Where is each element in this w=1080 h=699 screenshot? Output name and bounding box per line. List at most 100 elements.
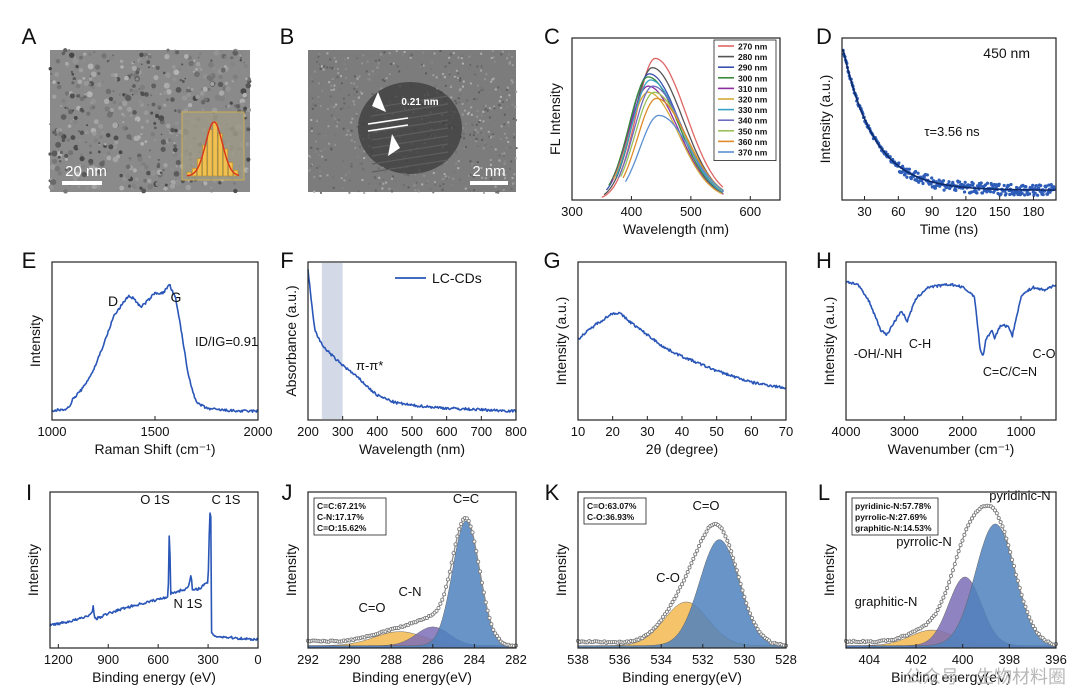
- raw-data-point: [434, 608, 439, 613]
- noise-speckle: [474, 128, 477, 131]
- noise-speckle: [453, 75, 456, 78]
- nanoparticle-dot: [172, 77, 177, 82]
- plot-frame: [49, 491, 259, 649]
- nanoparticle-dot: [79, 107, 84, 112]
- nanoparticle-dot: [113, 73, 118, 77]
- decay-data-point: [1047, 183, 1051, 187]
- component-label: pyridinic-N: [989, 488, 1050, 503]
- decay-data-point: [916, 171, 920, 175]
- noise-speckle: [476, 65, 479, 68]
- noise-speckle: [308, 89, 311, 92]
- noise-speckle: [344, 67, 347, 70]
- nanoparticle-dot: [82, 59, 86, 63]
- panel-a: A 20 nm: [22, 24, 252, 194]
- nanoparticle-dot: [186, 92, 192, 97]
- nanoparticle-dot: [108, 144, 114, 150]
- nanoparticle-dot: [177, 129, 183, 135]
- noise-speckle: [378, 182, 381, 185]
- nanoparticle-dot: [246, 127, 251, 132]
- nanoparticle-dot: [200, 68, 203, 71]
- noise-speckle: [330, 84, 333, 87]
- nanoparticle-dot: [99, 161, 105, 167]
- noise-speckle: [504, 174, 507, 177]
- raw-data-point: [1025, 610, 1030, 615]
- nanoparticle-dot: [157, 158, 160, 161]
- x-tick-label: 536: [609, 652, 631, 667]
- noise-speckle: [422, 64, 425, 67]
- noise-speckle: [353, 82, 356, 85]
- noise-speckle: [378, 176, 381, 179]
- noise-speckle: [403, 50, 406, 53]
- noise-speckle: [450, 85, 453, 88]
- noise-speckle: [389, 63, 392, 66]
- nanoparticle-dot: [89, 151, 92, 155]
- noise-speckle: [361, 179, 364, 182]
- fitted-component-area: [577, 539, 787, 648]
- nanoparticle-dot: [245, 163, 249, 166]
- nanoparticle-dot: [131, 183, 137, 190]
- nanoparticle-dot: [139, 186, 143, 190]
- nanoparticle-dot: [104, 143, 107, 146]
- lattice-spacing-label: 0.21 nm: [401, 97, 438, 108]
- ftir-peak-label: -OH/-NH: [854, 347, 903, 361]
- noise-speckle: [484, 143, 487, 146]
- x-tick-label: 200: [297, 424, 319, 439]
- noise-speckle: [468, 64, 471, 67]
- noise-speckle: [342, 106, 345, 109]
- nanoparticle-dot: [161, 148, 164, 151]
- nanoparticle-dot: [148, 57, 150, 59]
- noise-speckle: [502, 188, 505, 191]
- nanoparticle-dot: [218, 74, 223, 80]
- nanoparticle-dot: [64, 168, 68, 172]
- nanoparticle-dot: [120, 59, 124, 63]
- noise-speckle: [413, 182, 416, 185]
- noise-speckle: [329, 58, 332, 61]
- nanoparticle-dot: [95, 83, 99, 87]
- noise-speckle: [376, 66, 379, 69]
- nanoparticle-dot: [70, 120, 72, 123]
- noise-speckle: [315, 166, 318, 169]
- nanoparticle-dot: [233, 104, 237, 108]
- nanoparticle-dot: [233, 188, 238, 194]
- decay-data-point: [954, 188, 958, 192]
- x-axis-label: Wavenumber (cm⁻¹): [888, 441, 1015, 457]
- panel-b: B 0.21 nm 2 nm: [280, 24, 518, 194]
- nanoparticle-dot: [124, 75, 129, 81]
- raw-data-point: [727, 543, 732, 548]
- x-tick-label: 4000: [832, 424, 861, 439]
- xps-peak-label: N 1S: [174, 596, 203, 611]
- noise-speckle: [493, 107, 496, 110]
- raw-data-point: [678, 585, 683, 590]
- nanoparticle-dot: [160, 139, 167, 145]
- noise-speckle: [354, 94, 357, 97]
- panel-k: K C=O:63.07%C-O:36.93% C=O C-O 538 536 534 532 5…: [545, 480, 797, 685]
- nanoparticle-dot: [94, 64, 101, 70]
- nanoparticle-dot: [207, 87, 211, 91]
- noise-speckle: [448, 56, 451, 59]
- raw-data-point: [479, 580, 484, 585]
- nanoparticle-dot: [76, 94, 81, 98]
- noise-speckle: [363, 157, 366, 160]
- x-tick-label: 404: [858, 652, 880, 667]
- nanoparticle-dot: [114, 140, 119, 145]
- noise-speckle: [321, 155, 324, 158]
- noise-speckle: [355, 90, 358, 93]
- lattice-fringe: [371, 143, 449, 157]
- noise-speckle: [498, 90, 501, 93]
- noise-speckle: [490, 136, 493, 139]
- noise-speckle: [447, 86, 450, 89]
- raw-data-point: [753, 623, 758, 628]
- nanoparticle-dot: [158, 115, 165, 122]
- nanoparticle-dot: [173, 142, 176, 144]
- nanoparticle-dot: [214, 94, 221, 101]
- noise-speckle: [461, 102, 464, 105]
- nanoparticle-dot: [210, 74, 213, 77]
- y-axis-label: FL Intensity: [547, 83, 563, 155]
- raw-data-point: [996, 516, 1001, 521]
- noise-speckle: [439, 75, 442, 78]
- noise-speckle: [487, 130, 490, 133]
- noise-speckle: [454, 99, 457, 102]
- raw-data-point: [757, 630, 762, 635]
- nanoparticle-dot: [64, 157, 68, 161]
